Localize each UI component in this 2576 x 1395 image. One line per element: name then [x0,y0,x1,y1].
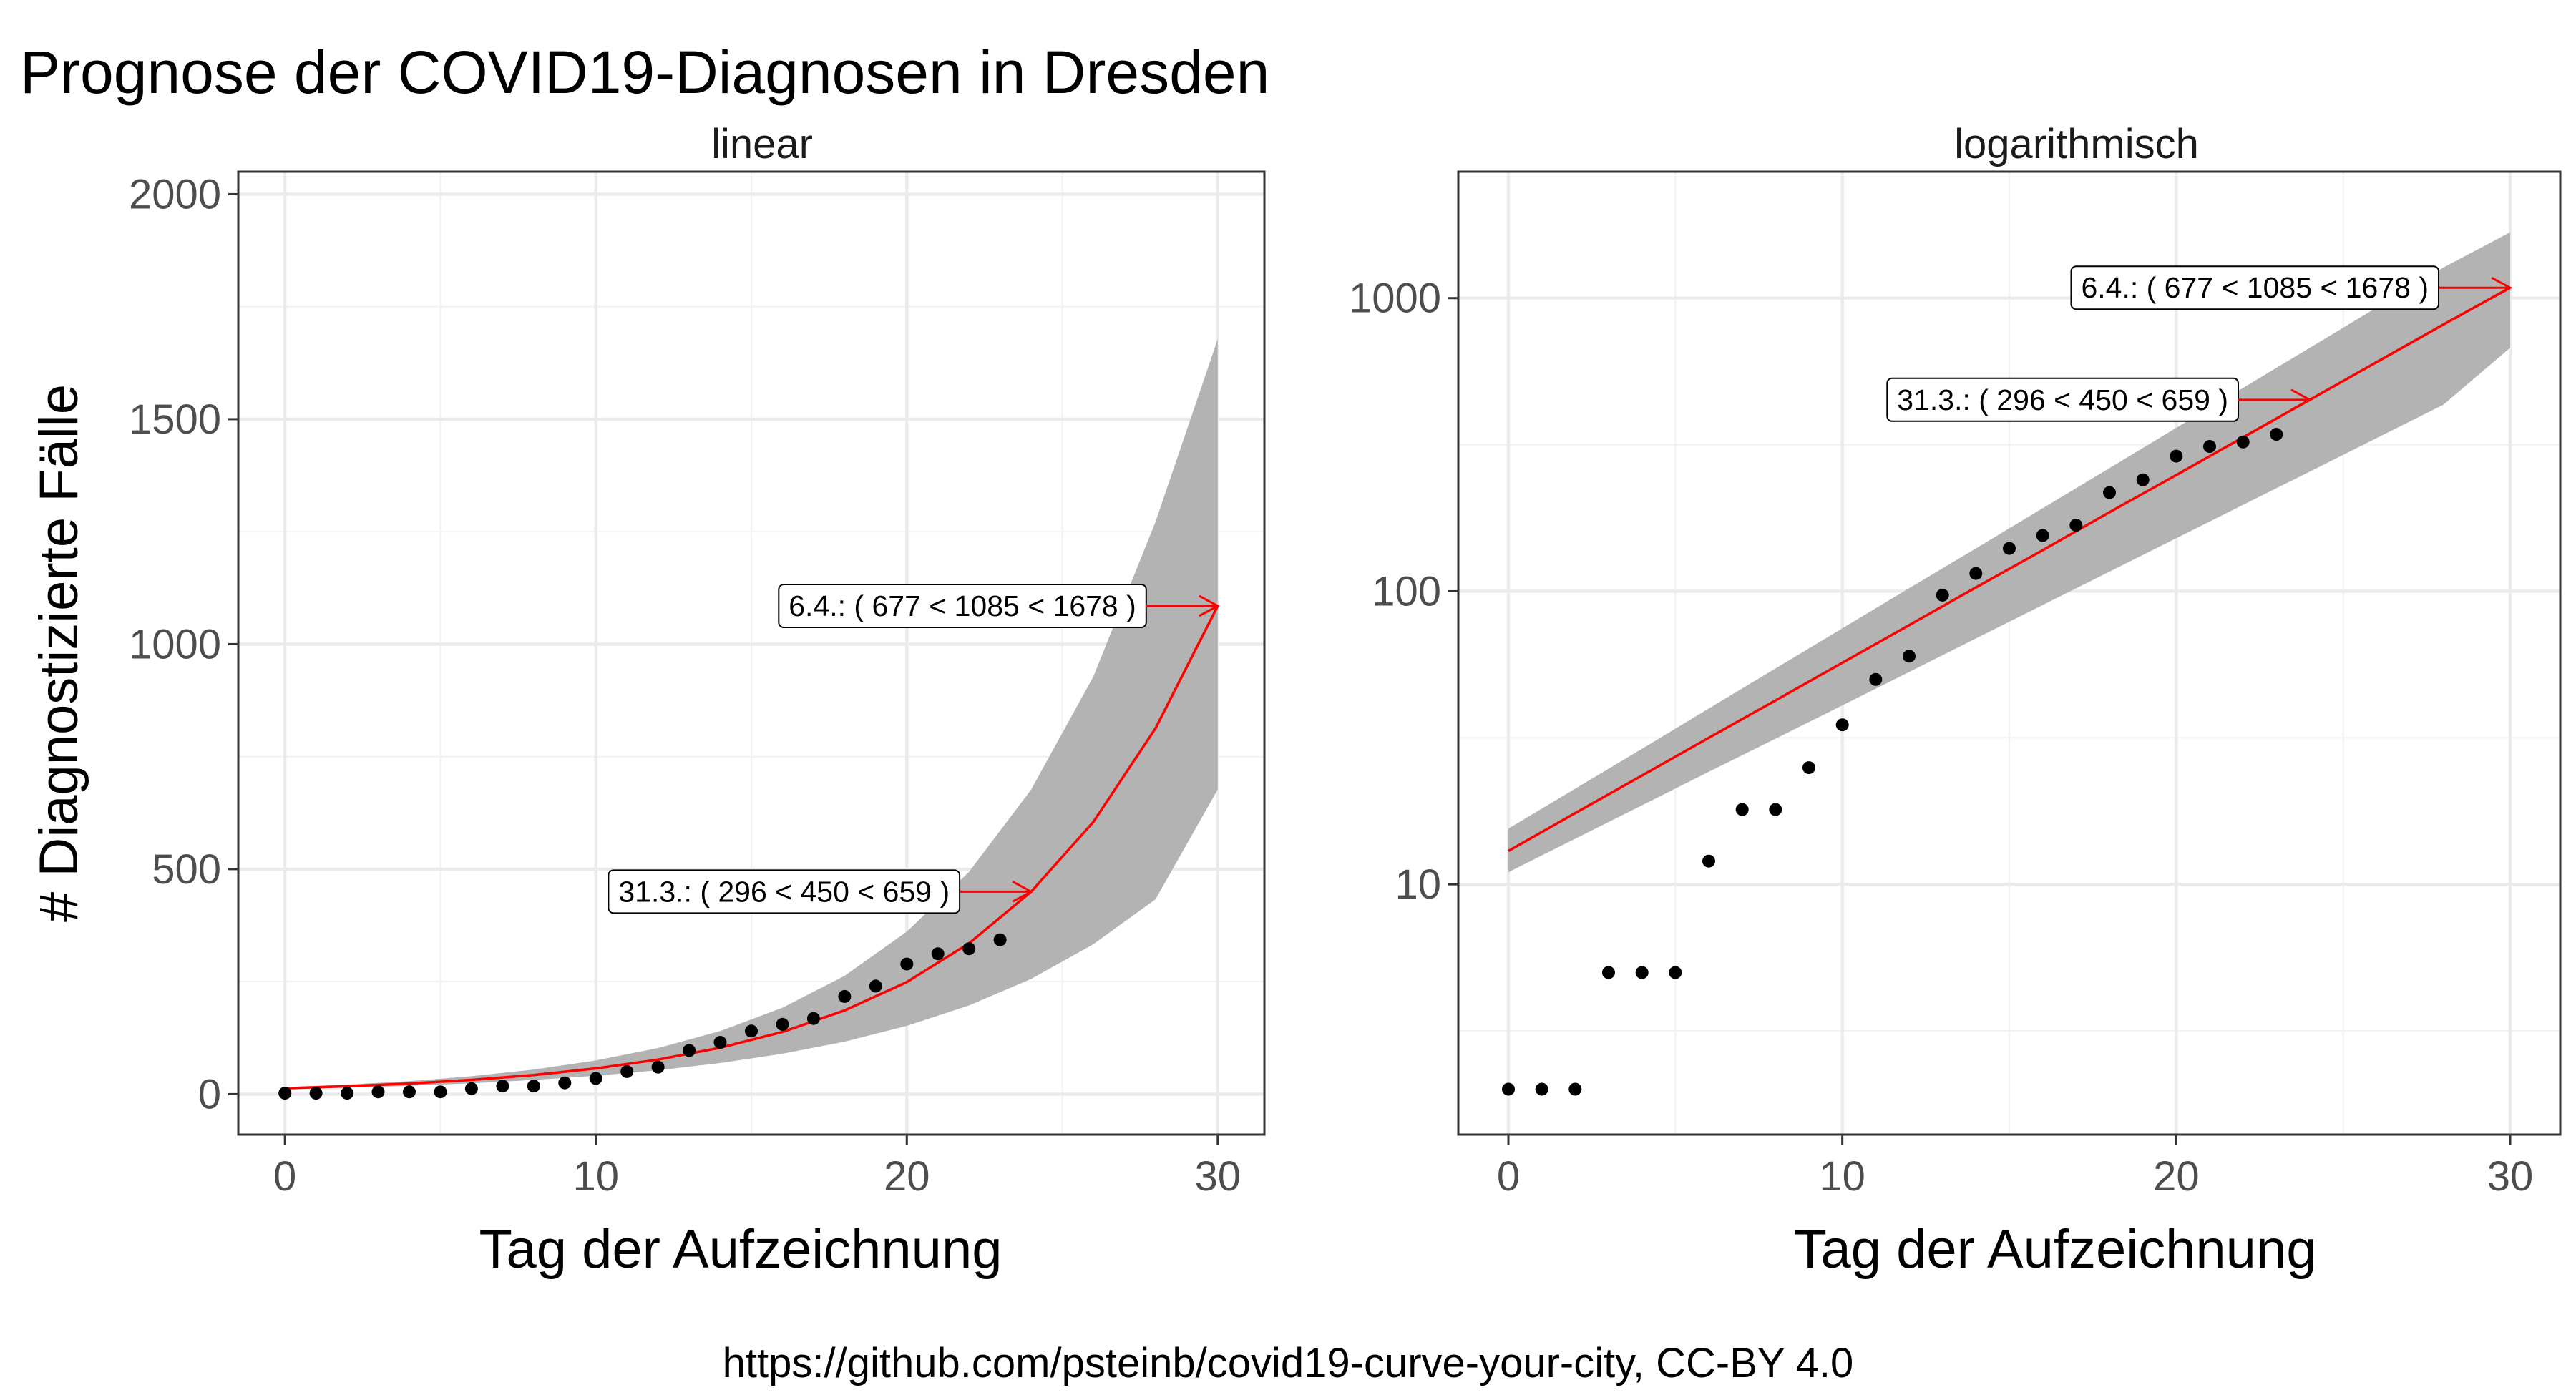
data-point [2036,529,2049,542]
data-point [776,1017,789,1031]
data-point [589,1072,602,1085]
y-tick-label: 1500 [129,396,221,443]
data-point [2103,486,2116,499]
x-axis-title-linear: Tag der Aufzeichnung [479,1219,1002,1280]
data-point [993,933,1007,946]
annotation: 6.4.: ( 677 < 1085 < 1678 ) [2070,265,2513,310]
chart-caption: https://github.com/psteinb/covid19-curve… [723,1340,1854,1386]
panel-border [237,170,1266,1136]
data-point [341,1087,354,1100]
data-point [1602,966,1615,979]
data-point [1568,1082,1582,1096]
data-point [1969,567,1983,580]
annotation-arrowhead [1012,881,1034,903]
data-point [278,1087,292,1100]
data-point [620,1064,634,1078]
y-tick-label: 500 [152,846,221,893]
annotation: 6.4.: ( 677 < 1085 < 1678 ) [778,584,1220,628]
data-point [713,1036,727,1049]
data-point [1903,650,1916,663]
data-point [931,947,945,961]
x-tick-label: 0 [273,1153,296,1200]
data-point [2003,542,2016,555]
data-point [527,1080,540,1093]
data-point [1769,803,1782,816]
data-point [745,1024,758,1038]
x-tick-label: 20 [884,1153,930,1200]
data-point [403,1085,416,1099]
data-point [2203,440,2216,453]
x-tick-label: 30 [2487,1153,2534,1200]
data-point [1936,588,1949,602]
data-point [2170,449,2183,463]
annotation-label: 6.4.: ( 677 < 1085 < 1678 ) [789,589,1136,622]
data-point [838,989,852,1003]
panel-linear: 6.4.: ( 677 < 1085 < 1678 ) 31.3.: ( 296 … [129,170,1266,1200]
data-point [558,1076,572,1090]
data-point [309,1087,323,1100]
data-point [1869,672,1883,686]
data-point [651,1060,665,1074]
annotation-arrowhead [1199,594,1220,617]
data-point [371,1085,385,1099]
y-tick-label: 2000 [129,171,221,217]
panel-border [1457,170,2562,1136]
data-point [1802,761,1815,775]
data-point [683,1044,696,1057]
data-point [2136,473,2150,486]
x-axis-title-log: Tag der Aufzeichnung [1794,1219,2317,1280]
annotation: 31.3.: ( 296 < 450 < 659 ) [1886,377,2313,422]
x-tick-label: 30 [1195,1153,1241,1200]
data-point [464,1082,478,1095]
x-tick-label: 20 [2153,1153,2200,1200]
annotation-arrowhead [2491,276,2513,299]
data-point [1835,718,1849,732]
data-point [1669,966,1682,979]
x-tick-label: 10 [1819,1153,1865,1200]
data-point [496,1080,509,1093]
data-point [869,979,882,993]
y-axis-title: # Diagnostizierte Fälle [29,384,89,922]
data-point [2270,428,2283,441]
panel-log: 6.4.: ( 677 < 1085 < 1678 ) 31.3.: ( 296 … [1349,170,2562,1200]
data-point [434,1085,447,1099]
x-tick-label: 10 [572,1153,619,1200]
data-point [1502,1082,1515,1096]
annotation-label: 31.3.: ( 296 < 450 < 659 ) [1897,383,2228,416]
annotation-label: 31.3.: ( 296 < 450 < 659 ) [618,875,950,908]
annotation-box [778,584,1147,628]
x-tick-label: 0 [1497,1153,1520,1200]
y-tick-label: 1000 [129,621,221,667]
y-tick-label: 100 [1372,568,1441,615]
fit-line [1508,286,2511,853]
y-tick-label: 0 [198,1071,221,1117]
panel-title-linear: linear [711,121,813,167]
data-point [1702,854,1715,868]
y-tick-label: 1000 [1349,275,1441,322]
data-point [900,957,914,971]
confidence-band [285,339,1218,1090]
y-tick-label: 10 [1395,861,1441,908]
data-point [806,1012,820,1025]
panel-title-log: logarithmisch [1954,121,2199,167]
fit-line [285,605,1219,1090]
annotation: 31.3.: ( 296 < 450 < 659 ) [608,869,1034,914]
annotation-label: 6.4.: ( 677 < 1085 < 1678 ) [2081,271,2429,304]
data-point [1735,803,1749,816]
chart-title: Prognose der COVID19-Diagnosen in Dresde… [20,39,1269,106]
data-point [2069,519,2083,532]
data-point [1535,1082,1548,1096]
data-point [1635,966,1649,979]
data-point [2236,435,2250,449]
data-point [962,942,976,956]
annotation-arrowhead [2290,388,2313,411]
